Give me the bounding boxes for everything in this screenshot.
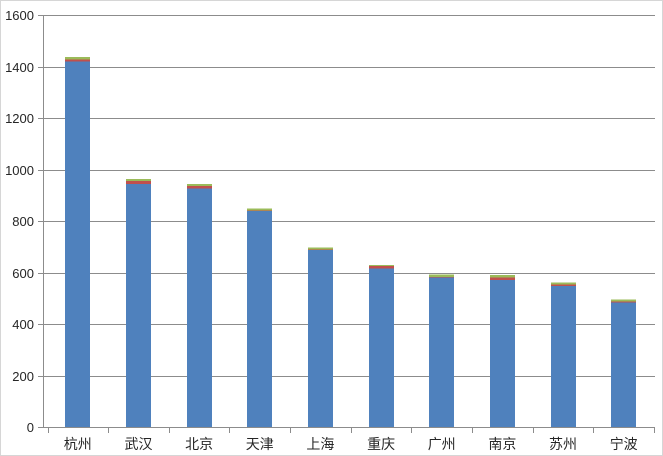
x-category-label-1: 武汉 [125,436,153,452]
bar-9-green-series [611,299,636,302]
bar-6-green-series [429,274,454,277]
x-category-label-8: 苏州 [549,436,577,452]
bar-2-blue-series [187,188,212,427]
x-category-label-7: 南京 [488,436,516,452]
x-category-label-2: 北京 [185,436,213,452]
x-category-label-0: 杭州 [64,436,92,452]
bar-3-green-series [247,208,272,211]
y-axis-label-1600: 1600 [5,8,34,23]
bar-4-red-series [308,249,333,250]
bar-6-red-series [429,276,454,278]
bar-5-green-series [369,265,394,266]
x-category-label-4: 上海 [306,436,334,452]
x-category-label-9: 宁波 [610,436,638,452]
bar-3-red-series [247,210,272,212]
bar-2-red-series [187,186,212,189]
y-axis-label-1400: 1400 [5,60,34,75]
bar-5-red-series [369,266,394,269]
bar-1-blue-series [126,183,151,427]
bar-5-blue-series [369,268,394,427]
bar-7-red-series [490,277,515,280]
bar-2-green-series [187,183,212,187]
bar-1-red-series [126,180,151,184]
y-axis-label-400: 400 [12,317,34,332]
y-axis-label-1200: 1200 [5,111,34,126]
y-axis-label-800: 800 [12,214,34,229]
bar-4-green-series [308,247,333,250]
y-axis-label-200: 200 [12,369,34,384]
bar-1-green-series [126,178,151,181]
x-category-label-5: 重庆 [367,436,395,452]
bar-3-blue-series [247,211,272,427]
bar-8-green-series [551,282,576,285]
bar-7-blue-series [490,280,515,427]
bar-0-red-series [65,59,90,62]
y-axis-label-1000: 1000 [5,163,34,178]
bar-4-blue-series [308,249,333,427]
x-category-label-3: 天津 [246,436,274,452]
bar-0-green-series [65,57,90,60]
bar-9-blue-series [611,302,636,427]
y-axis-label-600: 600 [12,266,34,281]
bar-8-red-series [551,284,576,286]
bar-6-blue-series [429,277,454,427]
bar-0-blue-series [65,61,90,428]
bar-8-blue-series [551,285,576,427]
bar-7-green-series [490,275,515,278]
bar-9-red-series [611,301,636,303]
x-category-label-6: 广州 [428,436,456,452]
y-axis-label-0: 0 [27,420,34,435]
